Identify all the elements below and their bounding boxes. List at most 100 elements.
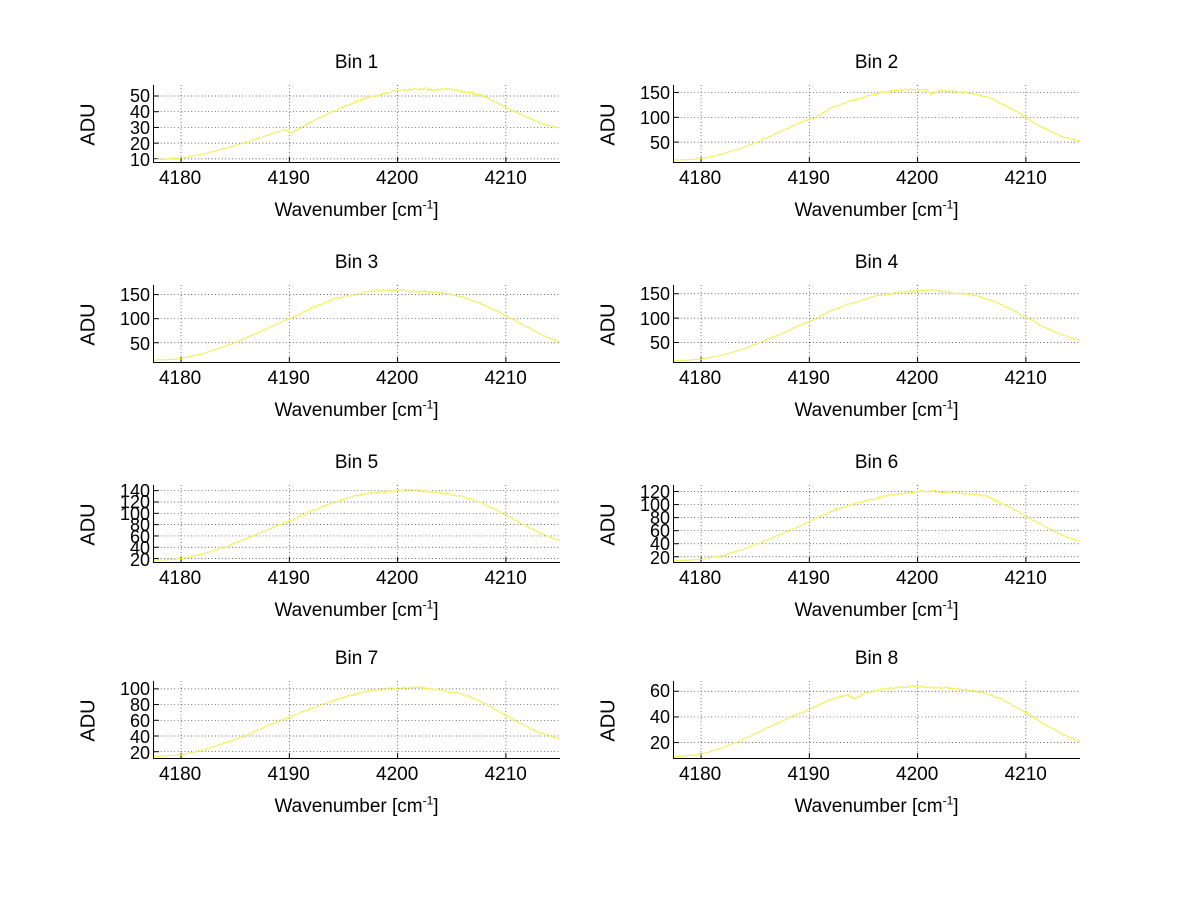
x-tick-label: 4190: [267, 568, 310, 589]
x-tick-label: 4210: [1004, 764, 1047, 785]
panel-title: Bin 7: [334, 648, 379, 669]
panel-title: Bin 6: [854, 452, 899, 473]
x-axis-label-text: Wavenumber [cm: [794, 400, 943, 421]
x-tick-label-group: 4180 4190 4200 4210: [153, 568, 560, 594]
x-tick-label: 4180: [678, 764, 722, 785]
x-axis-label: Wavenumber [cm-1]: [673, 793, 1080, 818]
x-axis-label-exponent: -1: [942, 793, 954, 808]
plot-axes: [153, 681, 561, 759]
x-tick-label: 4200: [376, 168, 419, 189]
y-tick-label: 100: [639, 494, 670, 515]
y-tick-label-group: 20 40 60 80 100 120: [616, 481, 670, 567]
plot-axes: [673, 681, 1081, 759]
x-tick-label: 4210: [1004, 368, 1047, 389]
y-tick-label: 20: [129, 742, 150, 763]
panel-title: Bin 5: [334, 452, 379, 473]
y-tick-label: 120: [119, 492, 150, 513]
panel-title: Bin 8: [854, 648, 899, 669]
x-tick-label: 4200: [376, 368, 419, 389]
data-series-line: [673, 489, 1081, 562]
x-axis-label: Wavenumber [cm-1]: [153, 199, 560, 222]
data-series-line: [153, 488, 561, 561]
x-tick-label: 4210: [484, 368, 527, 389]
subplot-panel: Bin 1 ADU 10 20 30 40 50 4180 4190 4200 4210 Wavenu…: [0, 52, 600, 252]
plot-axes: [673, 85, 1081, 163]
x-tick-label: 4210: [1004, 568, 1047, 589]
y-tick-label: 150: [639, 82, 670, 103]
y-tick-label: 40: [129, 726, 150, 747]
y-tick-label-group: 20 40 60 80 100 120 140: [96, 480, 150, 569]
x-axis-label-text: Wavenumber [cm: [274, 200, 423, 221]
x-axis-label: Wavenumber [cm-1]: [153, 793, 560, 818]
data-series-line: [673, 289, 1081, 362]
x-axis-label-tail: ]: [953, 796, 959, 817]
plot-axes: [153, 485, 561, 563]
x-axis-label: Wavenumber [cm-1]: [673, 199, 1080, 222]
x-axis-label-text: Wavenumber [cm: [794, 796, 943, 817]
y-tick-label: 80: [649, 508, 670, 529]
x-tick-label: 4190: [787, 568, 830, 589]
x-axis-label-text: Wavenumber [cm: [794, 600, 943, 621]
x-axis-label-tail: ]: [433, 400, 439, 421]
panel-title: Bin 1: [334, 52, 379, 73]
panel-title: Bin 3: [334, 252, 379, 273]
x-tick-label-group: 4180 4190 4200 4210: [673, 168, 1080, 194]
subplot-panel: Bin 5 ADU 20 40 60 80 100 120 140 4180 4190 4200 421…: [0, 452, 600, 652]
x-axis-label-text: Wavenumber [cm: [794, 200, 943, 221]
x-axis-label: Wavenumber [cm-1]: [153, 397, 560, 422]
x-axis-label-tail: ]: [953, 600, 959, 621]
y-tick-label: 150: [639, 283, 670, 304]
x-tick-label: 4190: [267, 168, 310, 189]
plot-axes: [153, 285, 561, 363]
x-axis-label-exponent: -1: [422, 397, 434, 412]
x-tick-label: 4180: [158, 168, 202, 189]
x-tick-label-group: 4180 4190 4200 4210: [153, 764, 560, 790]
y-tick-label: 120: [639, 481, 670, 502]
x-axis-label-tail: ]: [433, 600, 439, 621]
y-tick-label: 60: [129, 526, 150, 547]
y-tick-label: 20: [649, 547, 670, 568]
x-axis-label-text: Wavenumber [cm: [274, 600, 423, 621]
subplot-panel: Bin 3 ADU 50 100 150 4180 4190 4200 4210 Wavenumb…: [0, 252, 600, 452]
x-tick-label-group: 4180 4190 4200 4210: [673, 568, 1080, 594]
x-tick-label-group: 4180 4190 4200 4210: [153, 368, 560, 394]
y-tick-label-group: 20 40 60 80 100: [96, 680, 150, 763]
x-tick-label: 4200: [376, 764, 419, 785]
y-tick-label: 80: [129, 515, 150, 536]
x-tick-label: 4180: [678, 568, 722, 589]
subplot-panel: Bin 4 ADU 50 100 150 4180 4190 4200 4210 Wavenumb…: [520, 252, 1120, 452]
x-tick-label: 4200: [896, 568, 939, 589]
y-tick-label-group: 50 100 150: [96, 285, 150, 363]
y-tick-label-group: 20 40 60: [616, 681, 670, 759]
x-tick-label: 4210: [484, 764, 527, 785]
x-axis-label-tail: ]: [433, 200, 439, 221]
subplot-panel: Bin 2 ADU 50 100 150 4180 4190 4200 4210 Wavenumb…: [520, 52, 1120, 252]
y-tick-label: 10: [129, 149, 150, 170]
y-tick-label: 140: [119, 480, 150, 501]
x-axis-label-text: Wavenumber [cm: [274, 796, 423, 817]
x-tick-label: 4190: [787, 764, 830, 785]
plot-axes: [673, 485, 1081, 563]
y-tick-label: 60: [129, 710, 150, 731]
y-tick-label: 100: [639, 308, 670, 329]
x-tick-label: 4200: [376, 568, 419, 589]
x-tick-label: 4190: [267, 764, 310, 785]
x-tick-label: 4180: [678, 368, 722, 389]
y-tick-label: 40: [649, 534, 670, 555]
y-tick-label: 40: [129, 538, 150, 559]
y-tick-label: 100: [119, 503, 150, 524]
x-tick-label: 4180: [678, 168, 722, 189]
panel-title: Bin 2: [854, 52, 899, 73]
y-tick-label: 20: [129, 549, 150, 570]
data-series-line: [153, 685, 561, 758]
x-axis-label: Wavenumber [cm-1]: [153, 599, 560, 622]
y-tick-label: 20: [649, 733, 670, 754]
y-tick-label: 60: [649, 681, 670, 702]
x-tick-label: 4200: [896, 764, 939, 785]
x-axis-label-exponent: -1: [422, 793, 434, 808]
y-tick-label: 40: [649, 707, 670, 728]
y-tick-label-group: 10 20 30 40 50: [96, 85, 150, 169]
y-tick-label: 150: [119, 284, 150, 305]
data-series-line: [153, 288, 561, 361]
